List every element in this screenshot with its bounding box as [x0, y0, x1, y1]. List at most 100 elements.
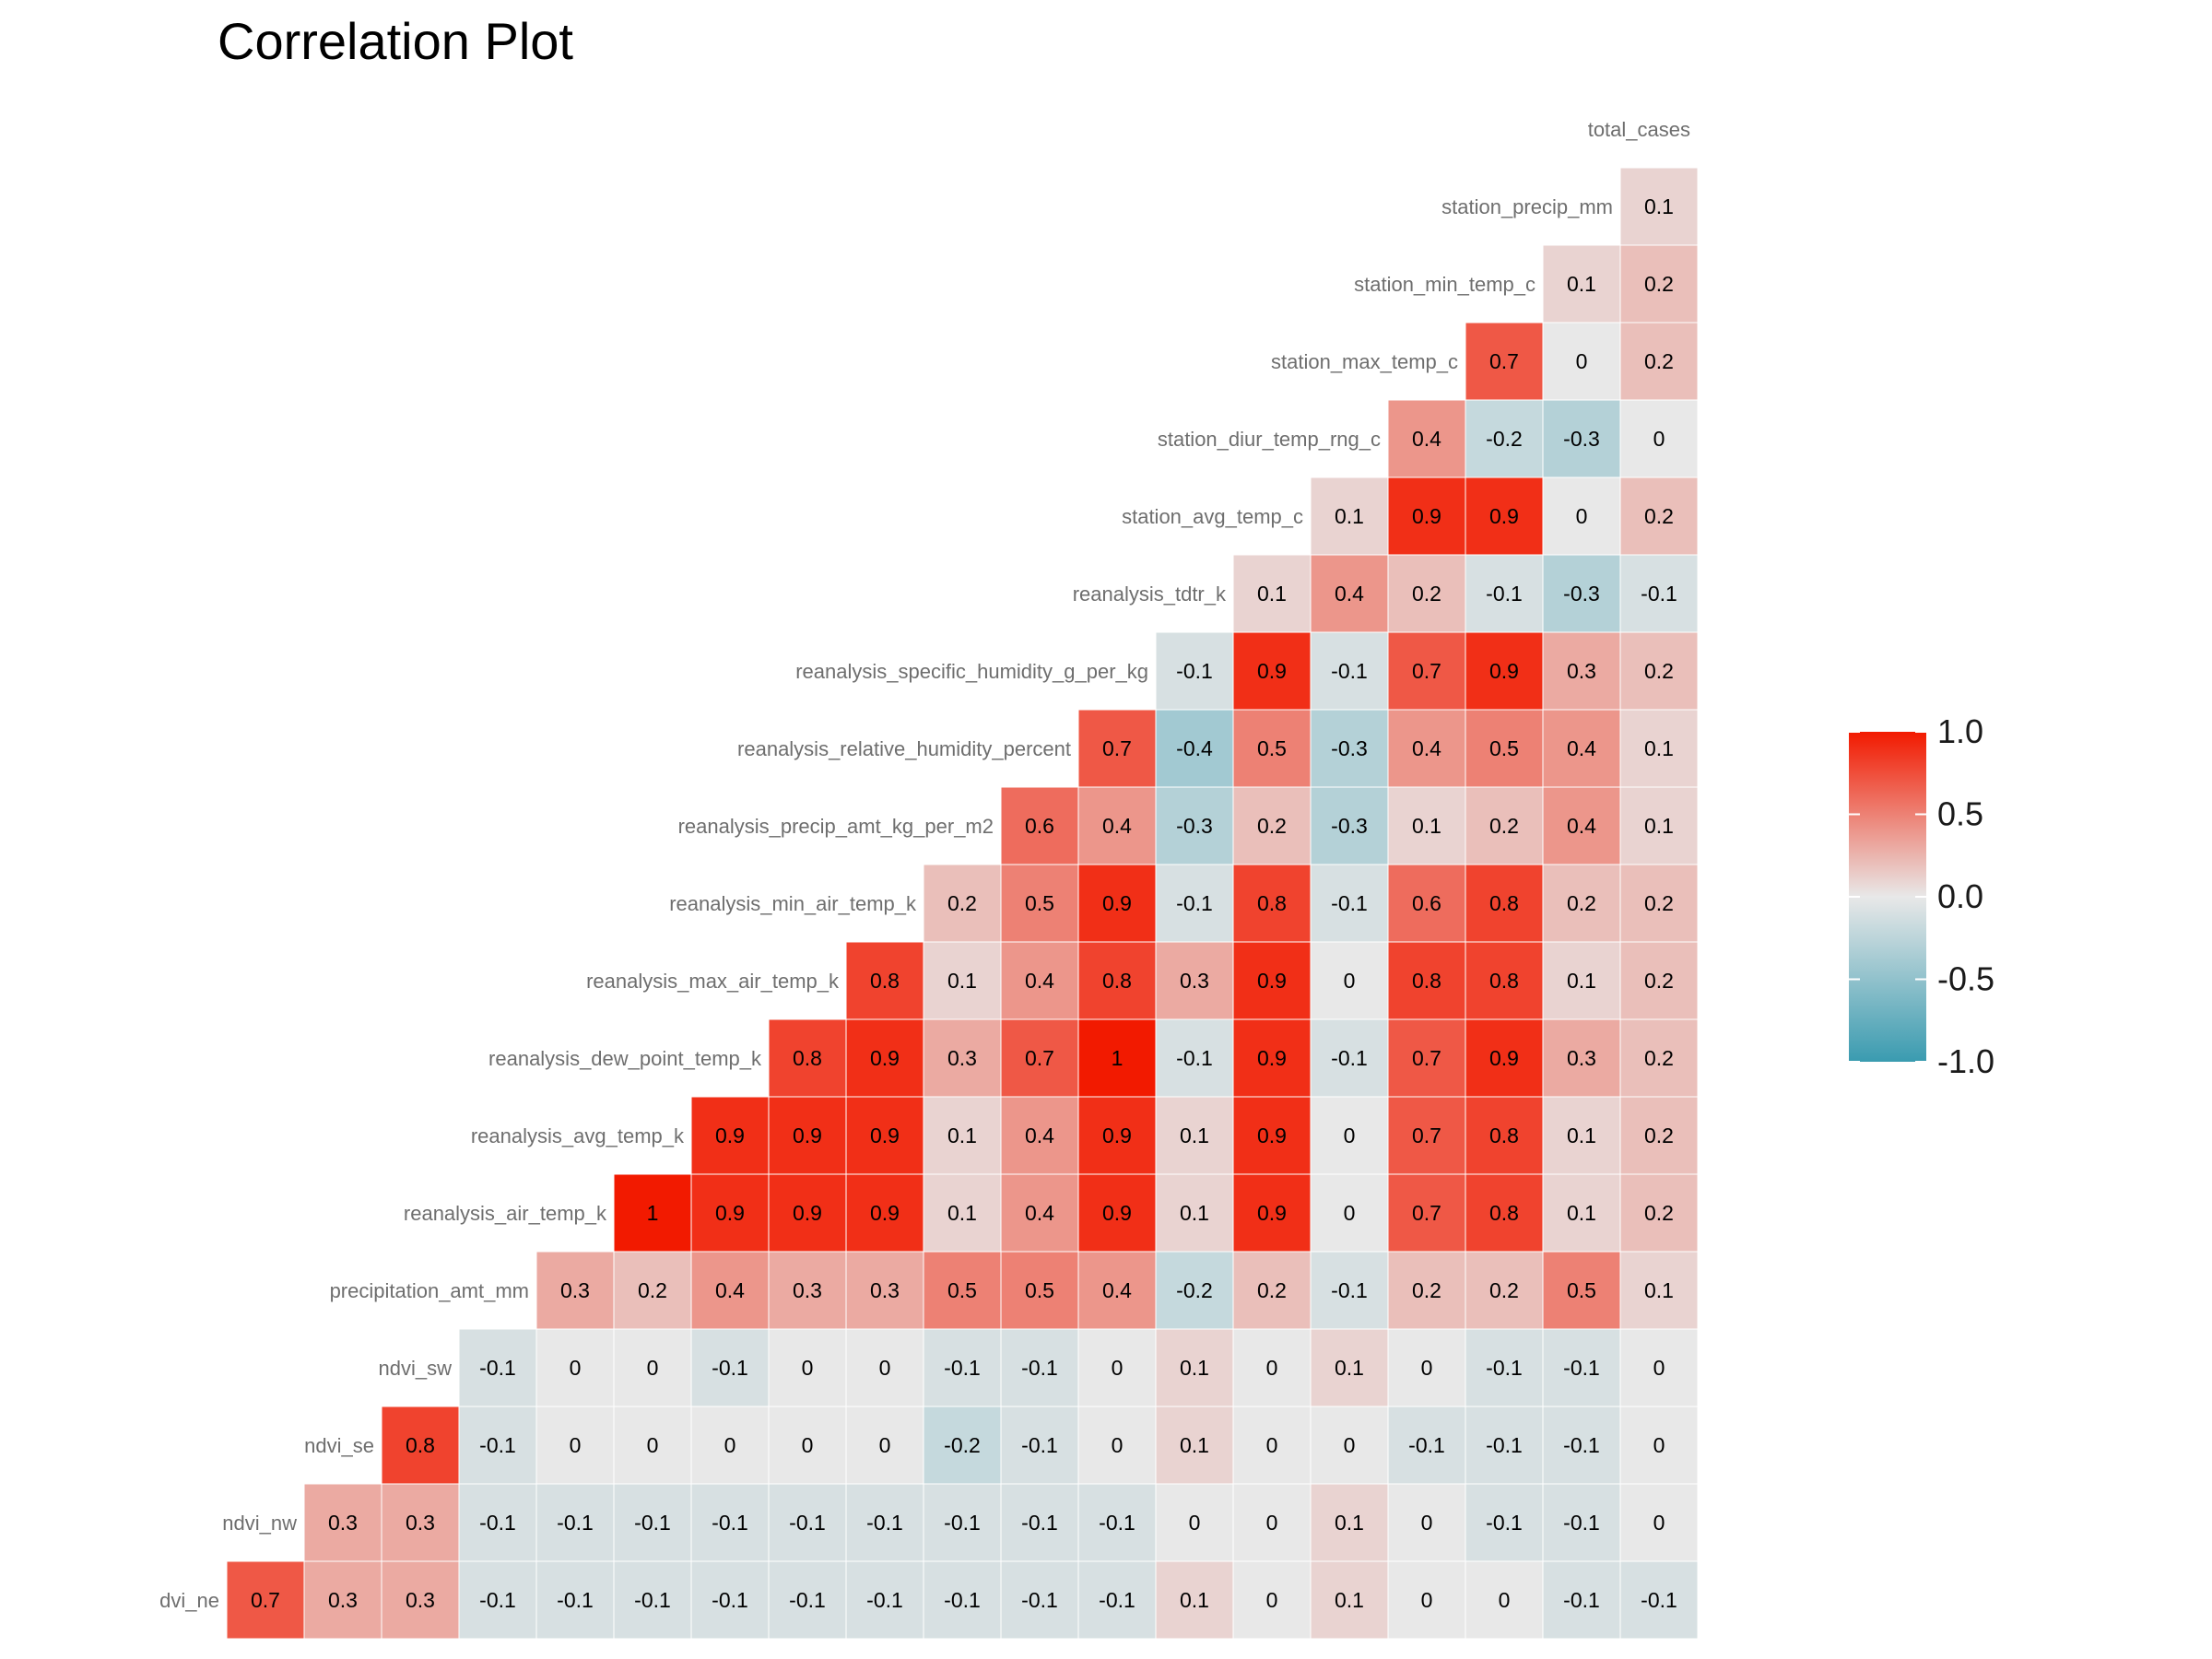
heatmap-cell: [1619, 554, 1699, 633]
heatmap-cell: [535, 1483, 615, 1562]
heatmap-cell: [1387, 1096, 1466, 1175]
heatmap-cell: [1077, 1251, 1157, 1330]
cell-value-label: -0.1: [479, 1511, 516, 1535]
cell-value-label: 0.2: [1489, 814, 1519, 838]
heatmap-cell: [923, 1018, 1002, 1098]
heatmap-cell: [1310, 1096, 1389, 1175]
heatmap-cell: [768, 1483, 847, 1562]
cell-value-label: 0.4: [1102, 814, 1132, 838]
cell-value-label: -0.1: [479, 1356, 516, 1380]
heatmap-cell: [923, 864, 1002, 943]
heatmap-cell: [768, 1173, 847, 1253]
cell-value-label: 0: [724, 1433, 736, 1457]
cell-value-label: -0.1: [1486, 1433, 1523, 1457]
cell-value-label: -0.3: [1176, 814, 1213, 838]
cell-value-label: 0: [647, 1433, 659, 1457]
legend-tick-label: -0.5: [1937, 960, 1994, 998]
cell-value-label: 0.1: [1644, 814, 1674, 838]
cell-value-label: 0: [1266, 1511, 1278, 1535]
cell-value-label: 0.1: [947, 969, 977, 993]
row-label: reanalysis_air_temp_k: [404, 1202, 607, 1225]
row-label: total_cases: [1588, 118, 1690, 141]
heatmap-cell: [1232, 554, 1312, 633]
cell-value-label: 0.9: [715, 1124, 745, 1147]
heatmap-cell: [1310, 477, 1389, 556]
heatmap-cell: [1310, 941, 1389, 1020]
heatmap-cell: [613, 1251, 692, 1330]
heatmap-row: 0.3 0.2 0.4 0.3 0.3 0.5 0.5 0.4 -0.2 0.2 -0.1 0.2 0.…: [330, 1251, 1699, 1330]
heatmap-cell: [1000, 1018, 1079, 1098]
heatmap-cell: [458, 1328, 537, 1407]
cell-value-label: 0.4: [715, 1278, 745, 1302]
cell-value-label: 0.8: [870, 969, 900, 993]
heatmap-cell: [1619, 244, 1699, 324]
heatmap-cell: [1232, 1096, 1312, 1175]
row-label: reanalysis_precip_amt_kg_per_m2: [678, 815, 994, 838]
heatmap-cell: [1232, 1406, 1312, 1485]
heatmap-cell: [1310, 1406, 1389, 1485]
heatmap-cell: [845, 1251, 924, 1330]
heatmap-cell: [1077, 1406, 1157, 1485]
cell-value-label: 0.5: [947, 1278, 977, 1302]
cell-value-label: 0.2: [1644, 504, 1674, 528]
chart-title: Correlation Plot: [218, 12, 573, 70]
cell-value-label: 0.9: [870, 1046, 900, 1070]
heatmap-cell: [1465, 1096, 1544, 1175]
cell-value-label: 0.2: [1644, 349, 1674, 373]
cell-value-label: 0.8: [1489, 1201, 1519, 1225]
row-label: ndvi_nw: [222, 1512, 297, 1535]
cell-value-label: 0: [1344, 1201, 1356, 1225]
cell-value-label: -0.1: [712, 1588, 748, 1612]
cell-value-label: 0.4: [1025, 1124, 1054, 1147]
row-label: reanalysis_max_air_temp_k: [586, 970, 840, 993]
cell-value-label: 0.9: [1257, 1201, 1287, 1225]
legend-tick-label: 0.0: [1937, 877, 1983, 915]
cell-value-label: 0.2: [947, 891, 977, 915]
cell-value-label: 0: [1344, 1433, 1356, 1457]
heatmap-cell: [1000, 1096, 1079, 1175]
heatmap-cell: [1542, 244, 1621, 324]
cell-value-label: -0.2: [1486, 427, 1523, 451]
cell-value-label: -0.1: [1486, 582, 1523, 606]
cell-value-label: 0: [570, 1433, 582, 1457]
heatmap-cell: [923, 1328, 1002, 1407]
row-label: ndvi_sw: [379, 1357, 453, 1380]
cell-value-label: -0.2: [944, 1433, 981, 1457]
heatmap-row: 0.8 0.1 0.4 0.8 0.3 0.9 0 0.8 0.8 0.1 0.2 reanalysi…: [586, 941, 1699, 1020]
cell-value-label: -0.1: [1021, 1588, 1058, 1612]
cell-value-label: 0: [1421, 1588, 1433, 1612]
cell-value-label: 0.1: [1567, 272, 1596, 296]
heatmap-cell: [690, 1483, 770, 1562]
cell-value-label: 0: [1576, 504, 1588, 528]
heatmap-cell: [1232, 1560, 1312, 1640]
heatmap-cell: [1155, 1018, 1234, 1098]
cell-value-label: 0.1: [1180, 1588, 1209, 1612]
heatmap-cell: [1387, 554, 1466, 633]
cell-value-label: 0.7: [1025, 1046, 1054, 1070]
heatmap-cell: [1310, 709, 1389, 788]
heatmap-cell: [1000, 1560, 1079, 1640]
heatmap-cell: [1232, 941, 1312, 1020]
heatmap-cell: [1310, 1018, 1389, 1098]
row-label: station_avg_temp_c: [1122, 505, 1303, 528]
cell-value-label: -0.1: [1331, 659, 1368, 683]
heatmap-cell: [690, 1173, 770, 1253]
cell-value-label: 0.2: [1567, 891, 1596, 915]
cell-value-label: 0: [1421, 1356, 1433, 1380]
heatmap-cell: [1387, 477, 1466, 556]
cell-value-label: 0.9: [1257, 1046, 1287, 1070]
cell-value-label: 0.3: [947, 1046, 977, 1070]
cell-value-label: 0.4: [1335, 582, 1364, 606]
legend-tick-label: -1.0: [1937, 1042, 1994, 1080]
cell-value-label: 0: [570, 1356, 582, 1380]
heatmap-cell: [1310, 786, 1389, 865]
heatmap-cell: [1619, 1173, 1699, 1253]
heatmap-cell: [303, 1483, 382, 1562]
cell-value-label: -0.3: [1331, 814, 1368, 838]
heatmap-cell: [613, 1560, 692, 1640]
row-label: station_precip_mm: [1441, 195, 1613, 218]
cell-value-label: 0.2: [638, 1278, 667, 1302]
cell-value-label: 0.9: [1257, 659, 1287, 683]
heatmap-cell: [1232, 709, 1312, 788]
cell-value-label: 0: [1653, 427, 1665, 451]
